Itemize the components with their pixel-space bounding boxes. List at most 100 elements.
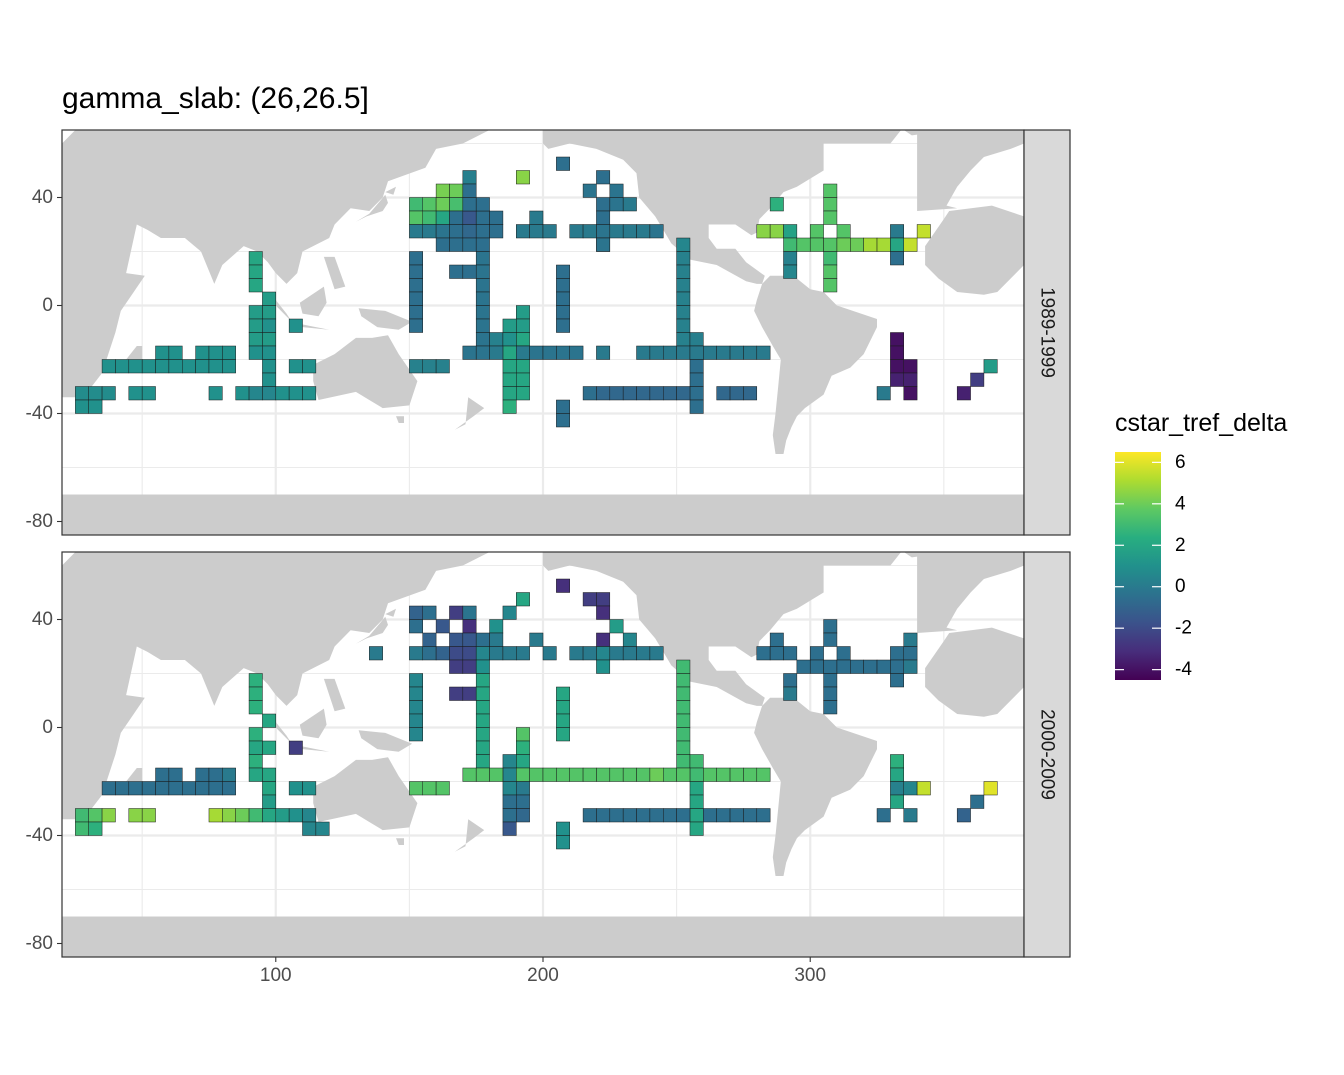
heatmap-cell bbox=[208, 767, 223, 782]
heatmap-cell bbox=[636, 386, 651, 401]
heatmap-cell bbox=[542, 767, 557, 782]
heatmap-cell bbox=[288, 318, 303, 333]
heatmap-cell bbox=[502, 781, 517, 796]
land-shape bbox=[454, 819, 485, 852]
heatmap-cell bbox=[502, 605, 517, 620]
heatmap-cell bbox=[582, 592, 597, 607]
heatmap-cell bbox=[983, 359, 998, 374]
y-tick-label: 0 bbox=[42, 717, 53, 738]
heatmap-cell bbox=[689, 808, 704, 823]
heatmap-cell bbox=[222, 345, 236, 360]
heatmap-cell bbox=[195, 359, 210, 374]
heatmap-cell bbox=[836, 237, 851, 252]
heatmap-cell bbox=[903, 646, 918, 661]
heatmap-cell bbox=[769, 197, 784, 212]
heatmap-cells bbox=[75, 156, 998, 428]
heatmap-cell bbox=[262, 808, 277, 823]
heatmap-cell bbox=[502, 646, 517, 661]
heatmap-cell bbox=[756, 224, 771, 239]
heatmap-cell bbox=[556, 700, 570, 715]
heatmap-cell bbox=[890, 659, 905, 674]
heatmap-cell bbox=[475, 632, 490, 647]
heatmap-cell bbox=[609, 183, 624, 198]
heatmap-cell bbox=[516, 224, 530, 239]
heatmap-cell bbox=[435, 224, 450, 239]
heatmap-cell bbox=[288, 386, 303, 401]
heatmap-cell bbox=[756, 767, 771, 782]
heatmap-cell bbox=[435, 237, 450, 252]
heatmap-cell bbox=[516, 592, 530, 607]
heatmap-cell bbox=[876, 237, 891, 252]
heatmap-cell bbox=[435, 183, 450, 198]
heatmap-cell bbox=[88, 808, 103, 823]
heatmap-cell bbox=[275, 386, 290, 401]
heatmap-cell bbox=[248, 673, 263, 688]
heatmap-cell bbox=[769, 224, 784, 239]
x-tick-label: 200 bbox=[527, 965, 559, 986]
legend-tick-label: 6 bbox=[1175, 452, 1186, 473]
heatmap-cell bbox=[676, 659, 691, 674]
heatmap-cell bbox=[516, 170, 530, 185]
heatmap-cell bbox=[141, 386, 156, 401]
heatmap-cell bbox=[956, 386, 971, 401]
heatmap-cell bbox=[609, 197, 624, 212]
heatmap-cell bbox=[409, 291, 424, 306]
heatmap-cell bbox=[409, 210, 424, 225]
heatmap-cell bbox=[676, 808, 691, 823]
heatmap-cell bbox=[409, 224, 424, 239]
heatmap-cell bbox=[248, 767, 263, 782]
heatmap-cell bbox=[502, 318, 517, 333]
heatmap-cell bbox=[596, 592, 611, 607]
heatmap-cell bbox=[128, 808, 143, 823]
heatmap-cell bbox=[542, 345, 557, 360]
heatmap-cell bbox=[369, 646, 383, 661]
heatmap-cell bbox=[302, 359, 317, 374]
heatmap-cell bbox=[516, 794, 530, 809]
heatmap-cell bbox=[222, 359, 236, 374]
heatmap-cell bbox=[262, 372, 277, 387]
land-shape bbox=[396, 838, 404, 845]
heatmap-cell bbox=[529, 345, 544, 360]
heatmap-cell bbox=[596, 197, 611, 212]
heatmap-cell bbox=[489, 224, 504, 239]
heatmap-cell bbox=[529, 632, 544, 647]
land-shape bbox=[358, 308, 413, 330]
heatmap-cell bbox=[101, 359, 116, 374]
heatmap-cell bbox=[542, 224, 557, 239]
heatmap-cell bbox=[983, 781, 998, 796]
heatmap-cell bbox=[689, 332, 704, 347]
heatmap-cell bbox=[208, 345, 223, 360]
heatmap-cell bbox=[689, 399, 704, 414]
heatmap-cell bbox=[208, 781, 223, 796]
heatmap-cell bbox=[636, 646, 651, 661]
heatmap-cell bbox=[409, 727, 424, 742]
heatmap-cell bbox=[809, 224, 824, 239]
heatmap-cell bbox=[676, 251, 691, 266]
heatmap-cell bbox=[475, 740, 490, 755]
heatmap-cell bbox=[689, 359, 704, 374]
heatmap-cell bbox=[248, 332, 263, 347]
heatmap-cell bbox=[516, 345, 530, 360]
heatmap-cell bbox=[596, 170, 611, 185]
heatmap-cell bbox=[409, 619, 424, 634]
heatmap-cell bbox=[88, 821, 103, 836]
heatmap-cell bbox=[248, 318, 263, 333]
heatmap-cell bbox=[676, 278, 691, 293]
heatmap-cell bbox=[596, 237, 611, 252]
heatmap-cell bbox=[449, 686, 464, 701]
heatmap-cell bbox=[475, 197, 490, 212]
heatmap-cell bbox=[703, 767, 717, 782]
heatmap-cell bbox=[516, 646, 530, 661]
heatmap-cell bbox=[903, 237, 918, 252]
heatmap-cell bbox=[890, 646, 905, 661]
heatmap-cell bbox=[609, 224, 624, 239]
heatmap-cell bbox=[262, 740, 277, 755]
heatmap-cell bbox=[462, 237, 477, 252]
y-tick-label: 40 bbox=[32, 609, 53, 630]
heatmap-cell bbox=[703, 808, 717, 823]
heatmap-cell bbox=[609, 646, 624, 661]
heatmap-cell bbox=[262, 794, 277, 809]
heatmap-cell bbox=[609, 386, 624, 401]
heatmap-cell bbox=[235, 808, 250, 823]
